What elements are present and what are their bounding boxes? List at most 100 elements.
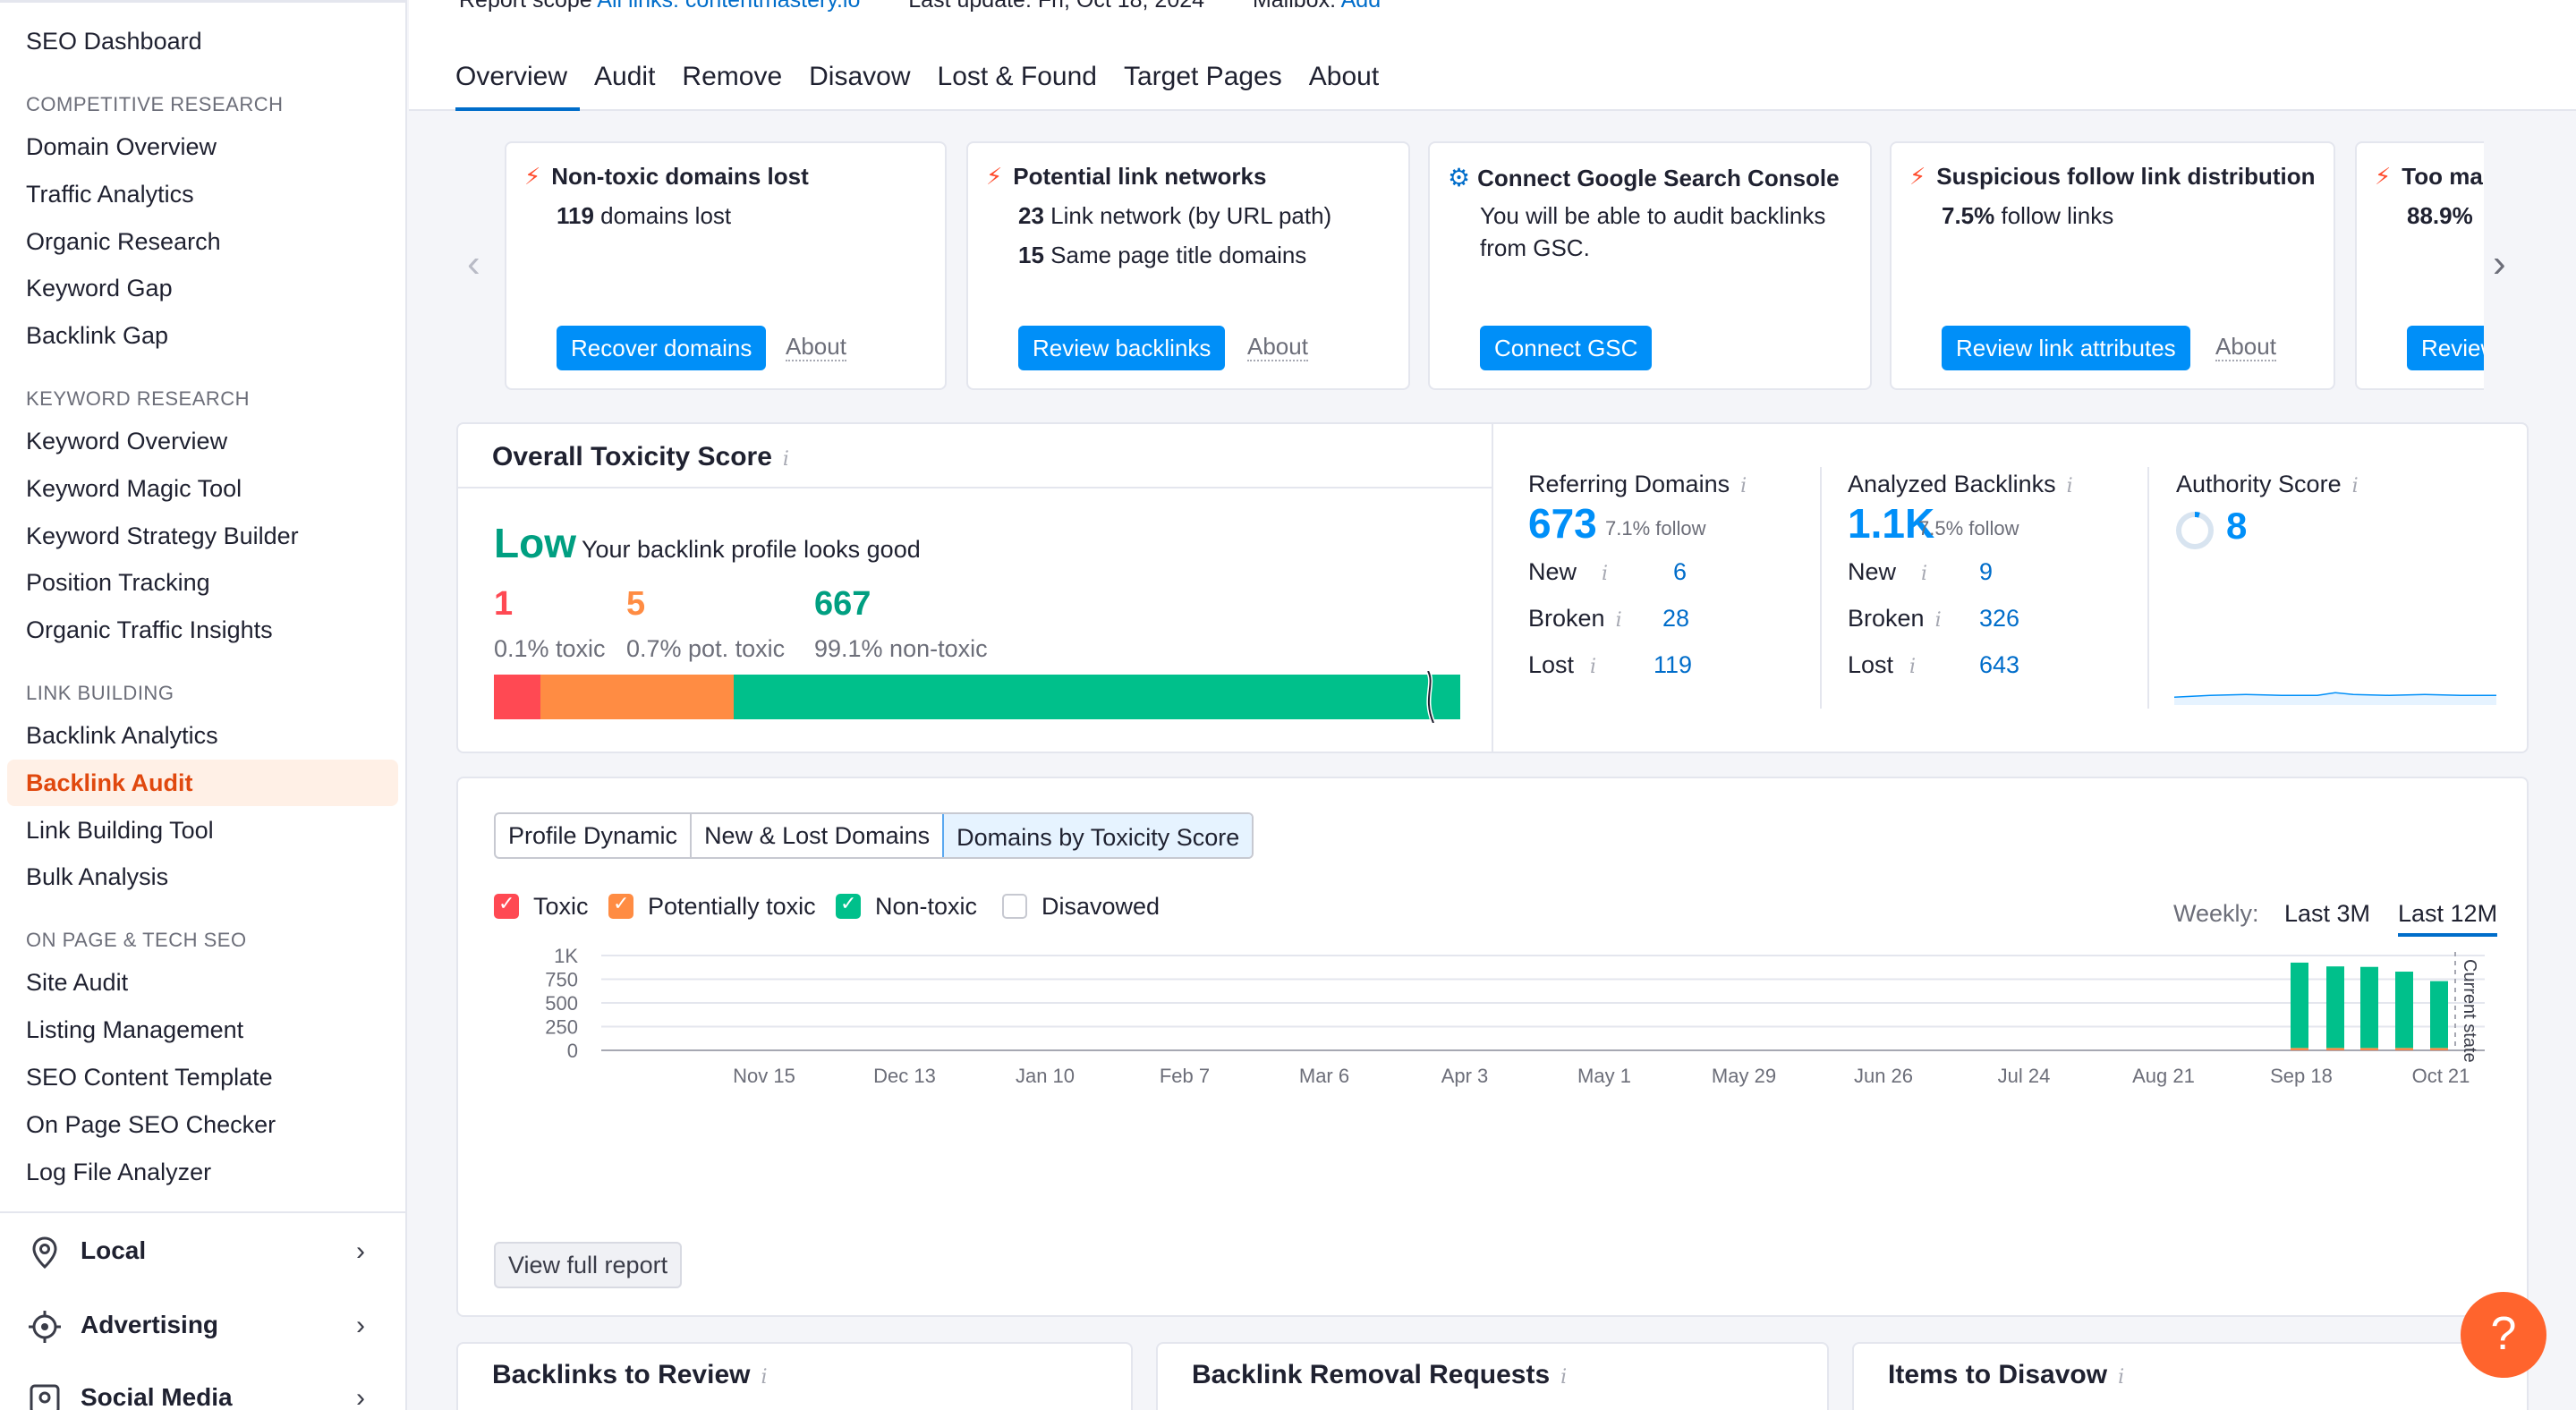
about-link[interactable]: About [1247,333,1308,361]
sidebar-item-site-audit[interactable]: Site Audit [26,969,129,996]
sidebar-item-backlink-analytics[interactable]: Backlink Analytics [26,722,218,749]
carousel-prev-icon[interactable]: ‹ [467,242,480,285]
issue-card-line: from GSC. [1480,234,1590,261]
mailbox-add-link[interactable]: Add [1340,0,1382,13]
authority-score-value[interactable]: 8 [2226,505,2248,547]
info-icon[interactable]: i [2118,1366,2125,1389]
referring-domains-value[interactable]: 673 [1528,500,1597,547]
sidebar-item-domain-overview[interactable]: Domain Overview [26,133,217,160]
sidebar-item-keyword-magic-tool[interactable]: Keyword Magic Tool [26,475,242,502]
checkbox-checked-icon[interactable] [494,892,519,919]
x-tick-label: Apr 3 [1441,1065,1489,1087]
tab-remove[interactable]: Remove [682,62,783,91]
location-pin-icon [32,1236,57,1270]
tab-audit[interactable]: Audit [594,62,656,91]
checkbox-unchecked-icon[interactable] [1002,894,1027,919]
analyzed-backlinks-lost[interactable]: 643 [1979,651,2020,678]
referring-domains-broken[interactable]: 28 [1662,605,1690,632]
info-icon[interactable]: i [1909,656,1917,678]
info-icon[interactable]: i [1602,563,1609,585]
sidebar-item-log-file-analyzer[interactable]: Log File Analyzer [26,1159,212,1185]
sidebar-item-position-tracking[interactable]: Position Tracking [26,569,210,596]
info-icon[interactable]: i [1934,609,1942,632]
review-button[interactable]: Review [2407,326,2484,370]
sidebar-item-traffic-analytics[interactable]: Traffic Analytics [26,181,194,208]
analyzed-backlinks-new[interactable]: 9 [1979,558,1994,585]
y-tick-label: 500 [545,992,578,1015]
legend-non-toxic[interactable]: Non-toxic [836,891,977,922]
about-link[interactable]: About [2215,333,2276,361]
info-icon[interactable]: i [1740,475,1747,497]
authority-score-title: Authority Score i [2176,471,2359,497]
sidebar-item-organic-traffic-insights[interactable]: Organic Traffic Insights [26,616,273,643]
tab-target-pages[interactable]: Target Pages [1123,62,1282,91]
view-full-report-button[interactable]: View full report [494,1242,683,1288]
help-button[interactable]: ? [2461,1292,2546,1378]
sidebar-item-organic-research[interactable]: Organic Research [26,228,221,255]
x-tick-label: Jan 10 [1016,1065,1075,1087]
x-tick-label: Mar 6 [1299,1065,1349,1087]
bolt-icon: ⚡ [1909,163,1926,190]
sidebar-group-advertising[interactable]: Advertising › [0,1291,407,1363]
sidebar-group-local[interactable]: Local › [0,1217,407,1288]
segment-new-lost-domains[interactable]: New & Lost Domains [692,814,945,857]
carousel-next-icon[interactable]: › [2493,242,2506,285]
issue-card-title: ⚙ Connect Google Search Console [1448,164,1840,191]
legend-disavowed[interactable]: Disavowed [1002,891,1160,922]
legend-potentially-toxic[interactable]: Potentially toxic [608,891,816,922]
analyzed-backlinks-value[interactable]: 1.1K [1848,500,1935,547]
tab-overview[interactable]: Overview [455,57,581,111]
chart-bar-non-toxic [2430,981,2448,1049]
info-icon[interactable]: i [1590,656,1597,678]
tab-about[interactable]: About [1308,62,1380,91]
sidebar-item-listing-management[interactable]: Listing Management [26,1016,244,1043]
x-tick-label: Aug 21 [2132,1065,2195,1087]
issue-card: ⚡ Non-toxic domains lost 119 domains lost… [505,141,947,390]
recover-domains-button[interactable]: Recover domains [557,326,767,370]
review-link-attributes-button[interactable]: Review link attributes [1942,326,2190,370]
sidebar-item-seo-content-template[interactable]: SEO Content Template [26,1064,273,1091]
sidebar-item-keyword-gap[interactable]: Keyword Gap [26,275,173,302]
tab-disavow[interactable]: Disavow [809,62,911,91]
non-toxic-count: 667 [814,585,871,623]
chevron-right-icon: › [356,1236,365,1266]
referring-domains-new[interactable]: 6 [1673,558,1688,585]
chart-bar-non-toxic [2326,966,2344,1049]
info-icon[interactable]: i [2351,475,2359,497]
panel-divider [458,487,1492,488]
checkbox-checked-icon[interactable] [608,892,633,919]
info-icon[interactable]: i [761,1366,768,1389]
checkbox-checked-icon[interactable] [836,892,861,919]
info-icon[interactable]: i [2066,475,2073,497]
chart-bar-non-toxic [2291,962,2308,1049]
info-icon[interactable]: i [782,448,789,471]
review-backlinks-button[interactable]: Review backlinks [1018,326,1226,370]
sidebar-item-link-building-tool[interactable]: Link Building Tool [26,817,214,844]
report-scope-link[interactable]: All links: contentmastery.io [597,0,861,13]
referring-domains-lost[interactable]: 119 [1654,651,1693,678]
legend-toxic[interactable]: Toxic [494,891,589,922]
gear-icon: ⚙ [1448,164,1471,191]
sidebar-item-keyword-overview[interactable]: Keyword Overview [26,428,228,454]
sidebar-item-seo-dashboard[interactable]: SEO Dashboard [26,28,202,55]
referring-domains-follow: 7.1% follow [1605,517,1706,539]
about-link[interactable]: About [786,333,846,361]
info-icon[interactable]: i [1560,1366,1568,1389]
bolt-icon: ⚡ [524,163,541,190]
sidebar-item-keyword-strategy-builder[interactable]: Keyword Strategy Builder [26,522,299,549]
sidebar-item-backlink-audit[interactable]: Backlink Audit [7,760,398,806]
sidebar-item-on-page-seo-checker[interactable]: On Page SEO Checker [26,1111,276,1138]
info-icon[interactable]: i [1921,563,1928,585]
tab-lost-found[interactable]: Lost & Found [937,62,1097,91]
period-last-12m[interactable]: Last 12M [2398,900,2498,937]
analyzed-backlinks-broken[interactable]: 326 [1979,605,2020,632]
sidebar-item-backlink-gap[interactable]: Backlink Gap [26,322,169,349]
segment-profile-dynamic[interactable]: Profile Dynamic [496,814,693,857]
pot-toxic-count: 5 [626,585,646,623]
connect-gsc-button[interactable]: Connect GSC [1480,326,1653,370]
sidebar-group-social-media[interactable]: Social Media › [0,1363,407,1410]
sidebar-item-bulk-analysis[interactable]: Bulk Analysis [26,863,169,890]
segment-domains-by-toxicity-score[interactable]: Domains by Toxicity Score [942,814,1253,857]
info-icon[interactable]: i [1615,609,1622,632]
period-last-3m[interactable]: Last 3M [2284,900,2371,927]
